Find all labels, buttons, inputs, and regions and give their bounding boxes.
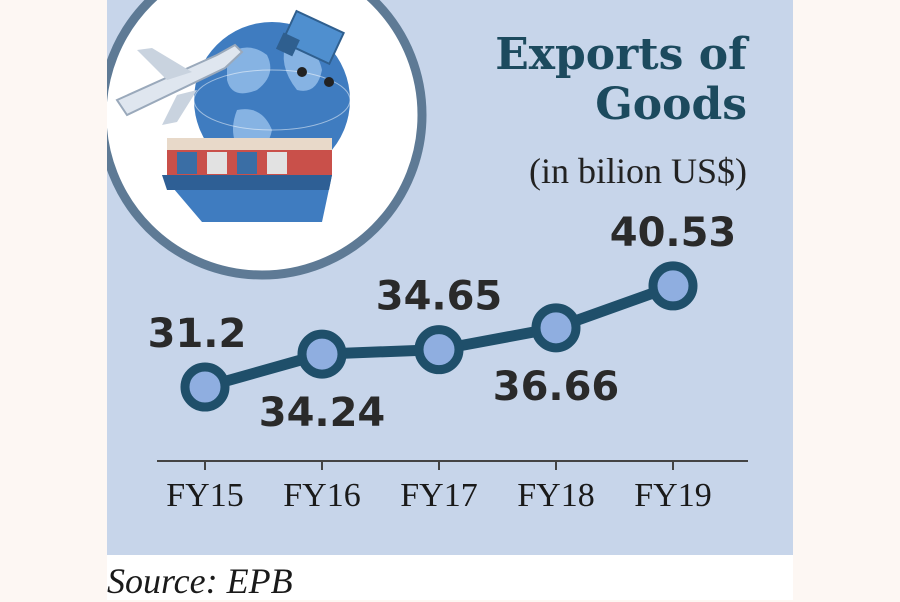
airplane-icon: [115, 43, 244, 125]
x-tick-label-fy19: FY19: [634, 477, 711, 514]
source-strip: [107, 555, 793, 600]
data-label-fy17: 34.65: [376, 274, 503, 320]
x-tick-label-fy18: FY18: [517, 477, 594, 514]
x-tick-label-fy17: FY17: [400, 477, 477, 514]
data-label-fy15: 31.2: [148, 311, 247, 357]
source-note: Source: EPB: [107, 561, 293, 601]
x-tick-labels: FY15 FY16 FY17 FY18 FY19: [166, 477, 711, 514]
data-point-fy18: [531, 303, 581, 353]
chart-subtitle: (in bilion US$): [528, 151, 747, 191]
truck-icon: [275, 9, 345, 87]
cargo-ship-icon: [162, 138, 332, 222]
data-labels: 31.2 34.24 34.65 36.66 40.53: [148, 210, 737, 436]
title-line-2: Goods: [595, 79, 747, 130]
x-tick-label-fy16: FY16: [283, 477, 360, 514]
chart-title: Exports of Goods: [447, 30, 747, 130]
data-point-fy15: [180, 362, 230, 412]
data-point-fy16: [297, 329, 347, 379]
data-label-fy18: 36.66: [493, 364, 620, 410]
illustration: [107, 0, 427, 280]
data-points: [180, 261, 698, 412]
data-label-fy19: 40.53: [610, 210, 737, 256]
x-tick-label-fy15: FY15: [166, 477, 243, 514]
data-label-fy16: 34.24: [259, 390, 386, 436]
data-point-fy17: [414, 325, 464, 375]
data-point-fy19: [648, 261, 698, 311]
title-line-1: Exports of: [495, 29, 747, 80]
x-axis-ticks: [204, 461, 674, 470]
